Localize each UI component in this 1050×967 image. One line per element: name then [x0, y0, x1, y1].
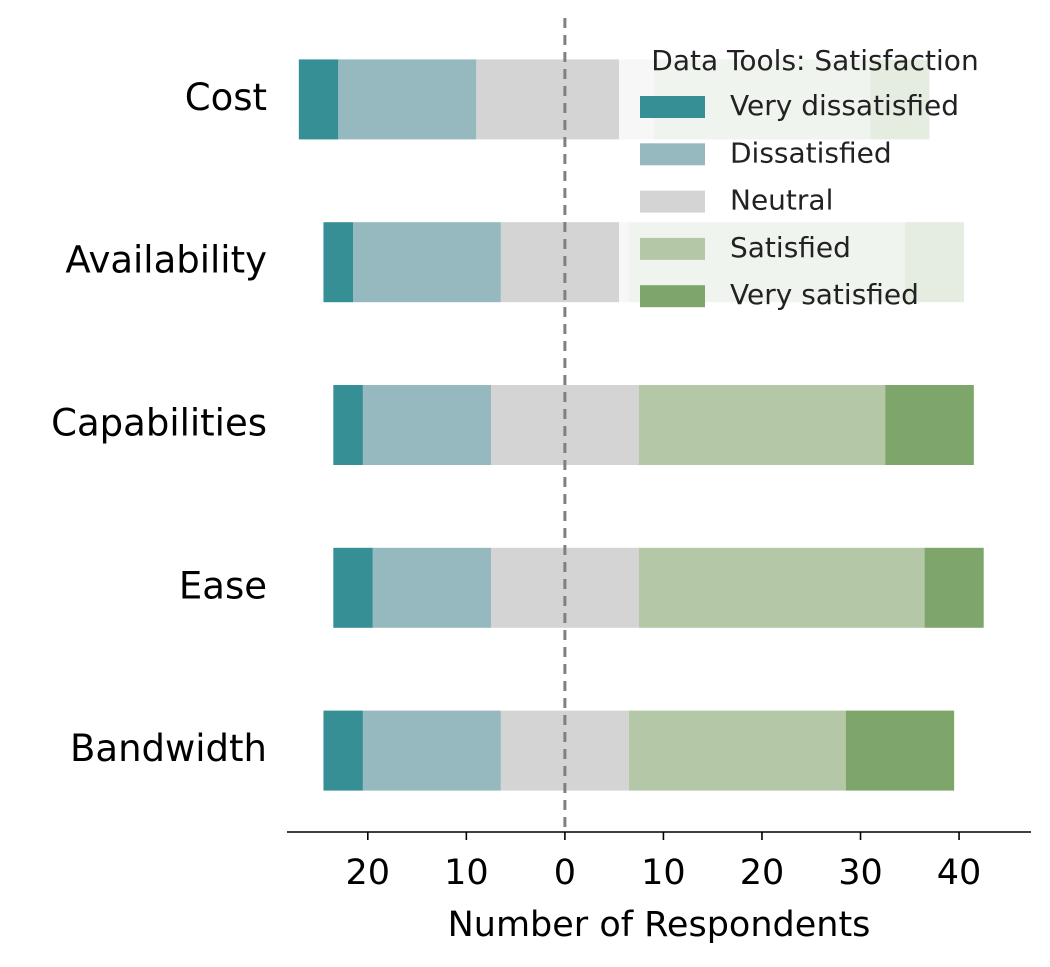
x-tick-label: 0	[554, 853, 576, 893]
bar-segment	[298, 59, 339, 140]
x-tick-label: 10	[444, 853, 489, 893]
x-tick-label: 20	[740, 853, 785, 893]
category-label: Bandwidth	[70, 727, 267, 770]
bar-segment	[338, 59, 477, 140]
bar-segment	[362, 385, 491, 465]
bar-segment	[885, 385, 974, 465]
bar-segment	[323, 710, 363, 791]
bar-segment	[323, 222, 354, 303]
legend-swatch	[640, 285, 705, 308]
legend-label: Very satisfied	[730, 278, 919, 311]
x-tick-label: 20	[346, 853, 391, 893]
legend-label: Dissatisfied	[730, 136, 892, 169]
legend-swatch	[640, 96, 705, 118]
bar-segment	[333, 385, 363, 465]
bar-segment	[845, 710, 955, 791]
legend-label: Neutral	[730, 184, 833, 217]
category-label: Capabilities	[51, 402, 267, 445]
bar-segment	[333, 547, 373, 628]
bar-segment	[362, 710, 501, 791]
category-label: Ease	[179, 564, 267, 607]
bar-segment	[353, 222, 501, 303]
bar-segment	[924, 547, 984, 628]
bar-segment	[628, 710, 846, 791]
bar-segment	[638, 547, 925, 628]
bar-segment	[372, 547, 491, 628]
x-tick-label: 40	[937, 853, 982, 893]
bar-segment	[638, 385, 886, 465]
legend-swatch	[640, 190, 705, 213]
legend-label: Very dissatisfied	[730, 89, 959, 122]
x-tick-label: 10	[641, 853, 686, 893]
legend: Data Tools: Satisfaction Very dissatisfie…	[619, 35, 1011, 321]
legend-swatch	[640, 143, 705, 166]
legend-label: Satisfied	[730, 231, 851, 264]
legend-swatch	[640, 237, 705, 260]
legend-background	[619, 35, 1011, 321]
x-tick-label: 30	[838, 853, 883, 893]
category-label: Availability	[65, 239, 267, 282]
x-axis-label: Number of Respondents	[448, 905, 871, 945]
category-label: Cost	[185, 76, 267, 119]
legend-title: Data Tools: Satisfaction	[651, 44, 978, 77]
